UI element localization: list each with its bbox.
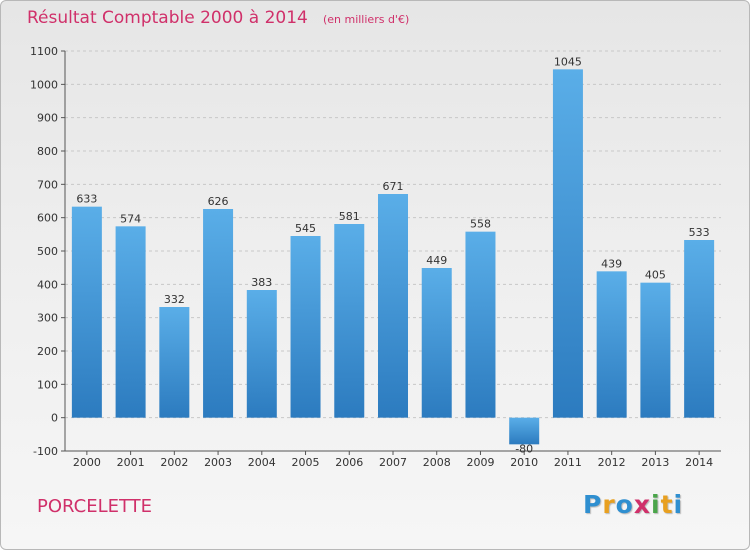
logo-letter: i — [673, 490, 684, 519]
y-tick-label: -100 — [33, 445, 58, 458]
y-tick-label: 300 — [37, 312, 58, 325]
bar-2002 — [159, 307, 190, 418]
value-label-2011: 1045 — [554, 55, 582, 68]
value-label-2004: 383 — [251, 276, 272, 289]
value-label-2002: 332 — [164, 293, 185, 306]
bar-2005 — [290, 236, 321, 418]
y-tick-label: 600 — [37, 212, 58, 225]
bar-2007 — [378, 194, 408, 418]
y-tick-label: 400 — [37, 278, 58, 291]
value-label-2008: 449 — [426, 254, 447, 267]
logo-letter: r — [602, 490, 616, 519]
y-tick-label: 500 — [37, 245, 58, 258]
bar-2012 — [596, 271, 627, 418]
title-row: Résultat Comptable 2000 à 2014 (en milli… — [27, 8, 409, 28]
bar-2006 — [334, 224, 365, 418]
x-tick-label: 2001 — [117, 456, 145, 469]
x-tick-label: 2012 — [598, 456, 626, 469]
y-tick-label: 800 — [37, 145, 58, 158]
x-tick-label: 2003 — [204, 456, 232, 469]
bar-2014 — [684, 240, 715, 418]
x-tick-label: 2011 — [554, 456, 582, 469]
chart-subtitle: (en milliers d'€) — [322, 13, 410, 26]
bar-2010 — [509, 417, 540, 445]
x-tick-label: 2013 — [641, 456, 669, 469]
logo-letter: P — [583, 490, 603, 519]
y-tick-label: 1000 — [30, 78, 58, 91]
bar-2013 — [640, 282, 671, 418]
x-tick-label: 2006 — [335, 456, 363, 469]
x-tick-label: 2008 — [423, 456, 451, 469]
logo-letter: i — [651, 490, 661, 519]
value-label-2013: 405 — [645, 269, 666, 282]
value-label-2001: 574 — [120, 212, 141, 225]
y-tick-label: 900 — [37, 112, 58, 125]
value-labels: 633 574 332 626 383 545 581 671 449 558 -80 1045 439… — [76, 55, 709, 455]
logo-letter: x — [633, 490, 651, 519]
chart-title: Résultat Comptable 2000 à 2014 — [27, 8, 308, 28]
value-label-2012: 439 — [601, 257, 622, 270]
axes: -100 0 100 200 300 400 500 600 700 800 900 1000 1100… — [30, 45, 721, 469]
value-label-2000: 633 — [76, 193, 97, 206]
bar-2004 — [246, 290, 277, 418]
town-name: PORCELETTE — [37, 496, 153, 517]
bar-2000 — [71, 206, 102, 418]
value-label-2009: 558 — [470, 218, 491, 231]
y-tick-label: 100 — [37, 378, 58, 391]
value-label-2014: 533 — [689, 226, 710, 239]
x-tick-label: 2007 — [379, 456, 407, 469]
value-label-2003: 626 — [208, 195, 229, 208]
value-label-2006: 581 — [339, 210, 360, 223]
y-tick-label: 0 — [51, 412, 58, 425]
bar-2011 — [552, 69, 583, 418]
y-tick-label: 1100 — [30, 45, 58, 58]
x-tick-label: 2010 — [510, 456, 538, 469]
value-label-2007: 671 — [383, 180, 404, 193]
bar-2009 — [465, 231, 496, 418]
value-label-2010: -80 — [515, 442, 533, 455]
x-tick-label: 2000 — [73, 456, 101, 469]
x-tick-label: 2005 — [292, 456, 320, 469]
x-tick-label: 2009 — [466, 456, 494, 469]
value-label-2005: 545 — [295, 222, 316, 235]
logo-letter: t — [660, 490, 674, 519]
x-tick-label: 2002 — [160, 456, 188, 469]
x-tick-label: 2004 — [248, 456, 276, 469]
bar-2008 — [421, 268, 452, 418]
proxiti-logo[interactable]: Proxiti — [583, 490, 683, 519]
bar-2001 — [115, 226, 146, 418]
bars — [71, 69, 715, 445]
x-tick-label: 2014 — [685, 456, 713, 469]
bar-2003 — [203, 209, 234, 418]
y-tick-label: 200 — [37, 345, 58, 358]
logo-letter: o — [615, 490, 634, 519]
y-tick-label: 700 — [37, 178, 58, 191]
